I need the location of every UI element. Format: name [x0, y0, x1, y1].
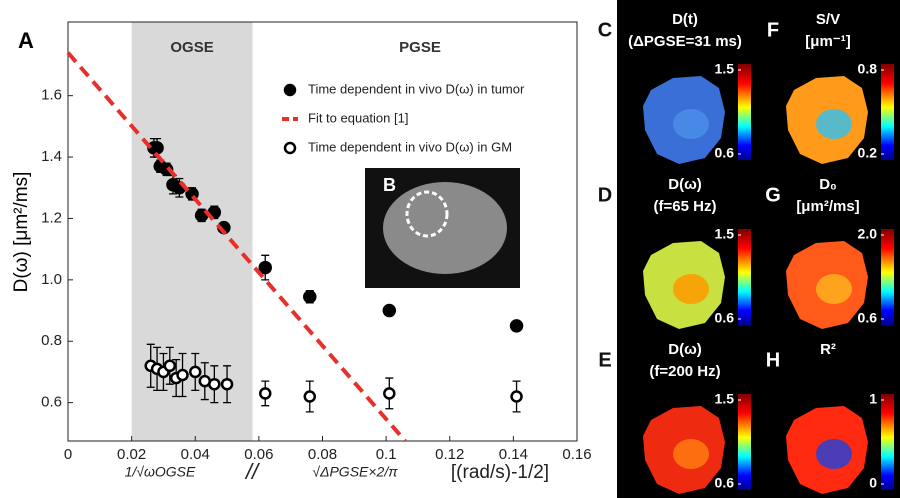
legend-label: Time dependent in vivo D(ω) in tumor [308, 81, 525, 96]
y-tick-label: 1.0 [41, 271, 62, 288]
region-annotation: PGSE [399, 39, 441, 56]
x-tick-label: 0.14 [499, 446, 528, 463]
point [208, 377, 221, 391]
y-tick-label: 1.6 [41, 87, 62, 104]
map-image [786, 76, 868, 164]
map-panel-label: C [598, 19, 612, 41]
legend-swatch [283, 141, 297, 155]
colorbar-label: 2.0 [858, 226, 878, 242]
y-tick-label: 1.2 [41, 209, 62, 226]
point [303, 289, 317, 304]
colorbar-label: 0 [869, 475, 877, 491]
colorbar-label: 1.5 [715, 226, 735, 242]
y-tick-label: 1.4 [41, 148, 62, 165]
panel-label: A [18, 28, 34, 53]
x-tick-label: 0.1 [376, 446, 397, 463]
map-spot [673, 439, 709, 469]
x-tick-label: 0.16 [562, 446, 591, 463]
colorbar-label: 0.6 [715, 310, 735, 326]
x-tick-label: 0.08 [308, 446, 337, 463]
colorbar [881, 394, 894, 490]
x-axis-label: [(rad/s)-1/2] [451, 462, 549, 483]
colorbar-label: 0.8 [858, 61, 878, 77]
point [258, 387, 272, 400]
x-tick-label: 0.12 [435, 446, 464, 463]
x-tick-label: 0 [64, 446, 72, 463]
colorbar [738, 64, 751, 160]
map-title: (f=200 Hz) [649, 363, 720, 380]
region-label: OGSE [170, 39, 213, 56]
x-tick-label: 0.06 [244, 446, 273, 463]
region [131, 22, 253, 441]
map-title: [μm²/ms] [796, 198, 859, 215]
point [258, 260, 272, 275]
colorbar-label: 0.6 [715, 475, 735, 491]
map-title: D(ω) [668, 176, 702, 193]
map-image [786, 241, 868, 329]
map-panel-label: G [765, 184, 781, 206]
map-title: R² [820, 341, 836, 358]
inset-label: B [383, 175, 396, 195]
point [176, 368, 189, 382]
map-panel-label: D [598, 184, 612, 206]
x-tick-label: 0.04 [181, 446, 210, 463]
map-spot [816, 109, 852, 139]
fit-line [66, 51, 407, 443]
point [383, 387, 396, 400]
point [150, 141, 164, 155]
legend-label: Time dependent in vivo D(ω) in GM [308, 139, 512, 154]
point [382, 303, 397, 318]
point [510, 390, 523, 403]
map-panel-label: F [767, 19, 779, 41]
x-annotation: // [244, 459, 260, 484]
colorbar [881, 229, 894, 325]
colorbar [881, 64, 894, 160]
colorbar-label: 1 [869, 391, 877, 407]
map-title: (ΔPGSE=31 ms) [628, 33, 742, 50]
map-spot [816, 274, 852, 304]
point [163, 359, 177, 373]
point [220, 377, 234, 391]
colorbar-label: 1.5 [715, 61, 735, 77]
inset-brain [383, 182, 507, 274]
map-image [643, 76, 725, 164]
point [509, 319, 524, 333]
map-title: D₀ [819, 176, 837, 193]
map-title: D(ω) [668, 341, 702, 358]
colorbar [738, 229, 751, 325]
map-title: (f=65 Hz) [654, 198, 717, 215]
y-tick-label: 0.6 [41, 394, 62, 411]
legend-label: Fit to equation [1] [308, 110, 408, 125]
map-image [643, 406, 725, 494]
inset-roi [405, 190, 449, 238]
colorbar [738, 394, 751, 490]
y-axis-label: D(ω) [μm²/ms] [11, 172, 32, 293]
x-annotation: 1/√ωOGSE [125, 464, 196, 480]
x-annotation: √ΔPGSE×2/π [312, 464, 398, 480]
point [303, 390, 317, 403]
colorbar-label: 0.6 [858, 310, 878, 326]
map-image [786, 406, 868, 494]
map-panel-label: H [766, 349, 780, 371]
point [189, 365, 202, 379]
map-spot [816, 439, 852, 469]
x-tick-label: 0.02 [117, 446, 146, 463]
map-spot [673, 274, 709, 304]
colorbar-label: 1.5 [715, 391, 735, 407]
map-panel-label: E [598, 349, 611, 371]
map-spot [673, 109, 709, 139]
map-title: S/V [816, 11, 840, 28]
map-title: D(t) [672, 11, 698, 28]
colorbar-label: 0.6 [715, 145, 735, 161]
map-title: [μm⁻¹] [805, 33, 850, 50]
map-image [643, 241, 725, 329]
legend-swatch [283, 83, 297, 97]
y-tick-label: 0.8 [41, 332, 62, 349]
colorbar-label: 0.2 [858, 145, 878, 161]
